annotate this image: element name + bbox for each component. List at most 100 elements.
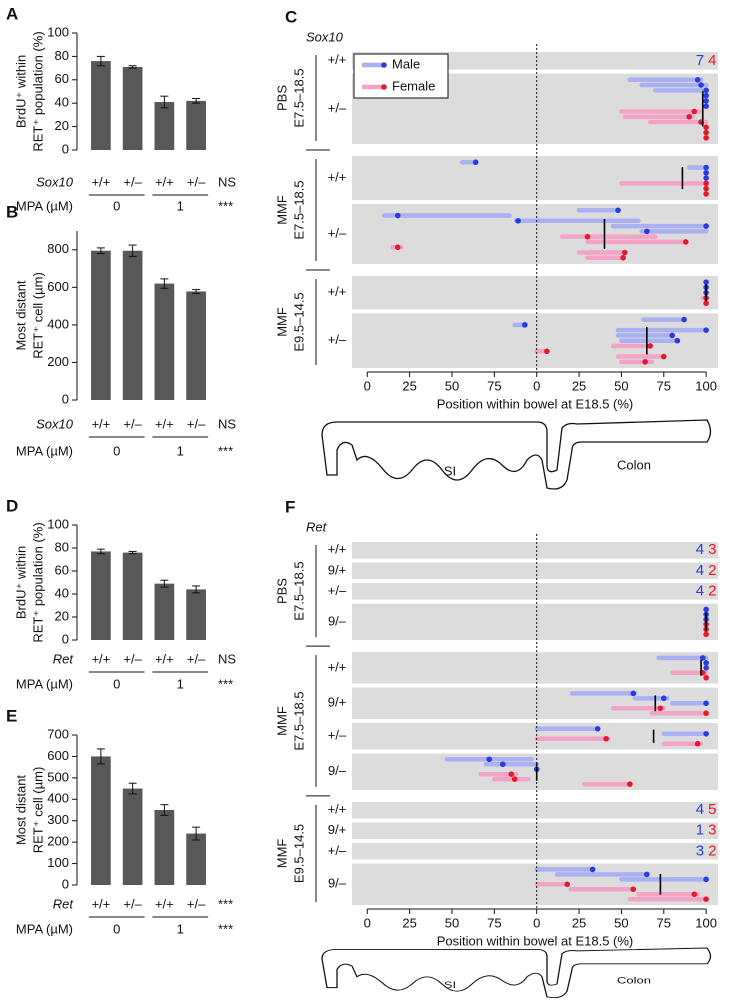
bar bbox=[186, 833, 206, 885]
genotype-label: +/– bbox=[328, 332, 347, 347]
x-axis-label: Position within bowel at E18.5 (%) bbox=[437, 933, 634, 948]
y-tick-label: 0 bbox=[62, 391, 69, 406]
y-axis-label: RET⁺ cell (µm) bbox=[30, 272, 45, 359]
genotype-label: 9/– bbox=[328, 876, 347, 891]
row-band bbox=[352, 562, 718, 580]
count-label: 7 bbox=[696, 52, 704, 69]
gene-label: Sox10 bbox=[36, 174, 74, 189]
position-dot bbox=[703, 191, 709, 197]
genotype-label: +/+ bbox=[328, 659, 347, 674]
bar bbox=[91, 61, 111, 150]
position-dot bbox=[500, 761, 506, 768]
position-dot bbox=[394, 212, 401, 219]
position-dot bbox=[515, 218, 521, 224]
position-dot bbox=[703, 730, 709, 737]
count-label: 4 bbox=[708, 52, 716, 69]
gene-label: Sox10 bbox=[36, 416, 74, 431]
y-axis-label: RET⁺ population (%) bbox=[30, 31, 45, 151]
treatment-label: MPA (µM) bbox=[16, 676, 73, 691]
panel-letter: F bbox=[285, 497, 295, 516]
position-dot bbox=[694, 740, 701, 747]
y-tick-label: 20 bbox=[55, 118, 69, 133]
x-tick-label: 0 bbox=[533, 378, 540, 393]
bar bbox=[122, 788, 143, 885]
dose-label: 1 bbox=[177, 676, 184, 691]
stage-label: E9.5–14.5 bbox=[291, 824, 306, 883]
bar bbox=[154, 583, 175, 640]
x-tick-label: 25 bbox=[572, 915, 586, 930]
y-tick-label: 20 bbox=[55, 608, 69, 623]
error-bar bbox=[96, 748, 105, 765]
genotype-label: +/– bbox=[187, 651, 206, 666]
bar bbox=[186, 589, 206, 640]
position-dot bbox=[703, 87, 709, 94]
position-dot bbox=[691, 891, 698, 898]
y-tick-label: 60 bbox=[55, 562, 69, 577]
position-dot bbox=[703, 674, 709, 681]
row-band bbox=[352, 843, 718, 860]
position-dot bbox=[522, 322, 528, 328]
stage-label: E7.5–18.5 bbox=[291, 561, 306, 620]
y-tick-label: 400 bbox=[47, 791, 69, 806]
genotype-label: +/– bbox=[123, 174, 142, 189]
position-dot bbox=[472, 159, 479, 166]
position-dot bbox=[660, 695, 667, 702]
x-tick-label: 25 bbox=[402, 378, 416, 393]
dose-label: 0 bbox=[113, 198, 120, 213]
x-tick-label: 75 bbox=[487, 915, 501, 930]
bar bbox=[154, 102, 175, 150]
genotype-label: +/+ bbox=[328, 802, 347, 817]
position-dot bbox=[630, 690, 637, 697]
position-dot bbox=[644, 228, 650, 235]
genotype-label: +/+ bbox=[91, 896, 110, 911]
position-dot bbox=[660, 353, 667, 360]
genotype-label: +/– bbox=[187, 416, 206, 431]
bar bbox=[122, 250, 143, 400]
error-bar bbox=[160, 278, 169, 289]
treatment-label: PBS bbox=[274, 85, 289, 111]
genotype-label: +/– bbox=[328, 728, 347, 743]
position-dot bbox=[703, 124, 709, 131]
position-dot bbox=[622, 249, 628, 256]
count-label: 4 bbox=[696, 582, 704, 599]
x-tick-label: 25 bbox=[572, 378, 586, 393]
panel-letter: B bbox=[6, 202, 18, 221]
gut-outline bbox=[321, 947, 712, 999]
stage-label: E9.5–14.5 bbox=[291, 292, 306, 351]
gene-significance: *** bbox=[218, 896, 233, 911]
y-tick-label: 300 bbox=[47, 812, 69, 827]
genotype-label: +/+ bbox=[328, 284, 347, 299]
position-dot bbox=[703, 185, 709, 192]
row-band bbox=[352, 542, 718, 559]
treatment-label: MPA (µM) bbox=[16, 443, 73, 458]
position-dot bbox=[657, 705, 664, 712]
x-tick-label: 50 bbox=[445, 915, 459, 930]
bar bbox=[154, 283, 175, 400]
position-dot bbox=[584, 233, 591, 240]
error-bar bbox=[128, 65, 137, 69]
genotype-label: 9/+ bbox=[328, 695, 346, 710]
position-dot bbox=[703, 665, 709, 671]
y-tick-label: 40 bbox=[55, 585, 69, 600]
position-dot bbox=[699, 655, 706, 661]
position-dot bbox=[681, 316, 687, 323]
genotype-label: 9/– bbox=[328, 613, 347, 628]
count-label: 3 bbox=[696, 842, 704, 859]
error-bar bbox=[128, 550, 137, 555]
error-bar bbox=[160, 804, 169, 816]
genotype-label: +/– bbox=[328, 225, 347, 240]
position-dot bbox=[594, 726, 601, 732]
y-axis-label: Most distant bbox=[13, 775, 28, 845]
dose-label: 1 bbox=[177, 198, 184, 213]
position-dot bbox=[703, 98, 709, 104]
genotype-label: +/+ bbox=[91, 651, 110, 666]
genotype-label: +/– bbox=[328, 583, 347, 598]
y-axis-label: BrdU⁺ within bbox=[13, 546, 28, 619]
error-bar bbox=[160, 95, 169, 109]
y-tick-label: 0 bbox=[62, 631, 69, 646]
position-dot bbox=[694, 76, 701, 83]
genotype-label: +/+ bbox=[155, 651, 174, 666]
treatment-label: MMF bbox=[274, 307, 289, 337]
